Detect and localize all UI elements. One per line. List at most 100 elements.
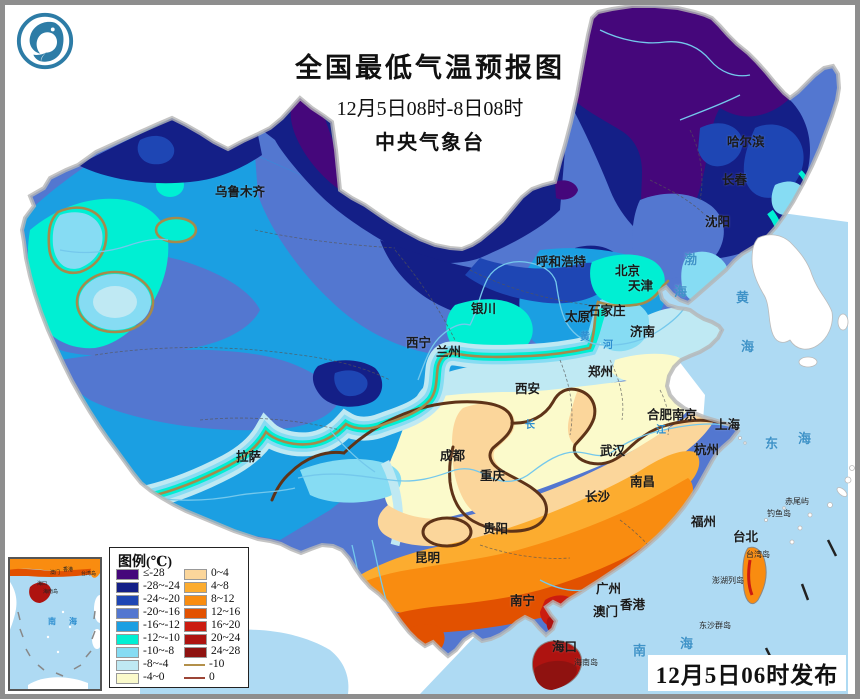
- legend-swatch: [184, 581, 207, 593]
- city-label: 海口: [552, 640, 578, 654]
- city-label: 天津: [628, 279, 654, 293]
- legend-label: -28~-24: [143, 580, 180, 593]
- inset-label-taiwan: 台湾岛: [81, 572, 97, 577]
- city-label: 成都: [440, 449, 466, 463]
- legend-swatch: [116, 659, 139, 671]
- rivers: [59, 29, 751, 619]
- city-label: 北京: [615, 264, 641, 278]
- city-label: 郑州: [588, 365, 614, 379]
- city-label: 西安: [515, 382, 541, 396]
- city-label: 太原: [565, 310, 591, 324]
- island-label: 海南岛: [574, 658, 598, 667]
- inset-label-hongkong: 香港: [63, 568, 74, 573]
- city-label: 乌鲁木齐: [215, 185, 266, 199]
- legend-swatch: [116, 633, 139, 645]
- city-label: 重庆: [480, 469, 506, 483]
- sea-label-south-china-sea: 海: [680, 636, 694, 651]
- sea-label-bohai: 海: [674, 284, 688, 299]
- taiwan-island: [742, 546, 767, 605]
- legend-title: 图例(℃): [118, 555, 173, 570]
- inset-label-south-sea: 海: [69, 617, 77, 626]
- legend-contour-line: [184, 677, 205, 679]
- forecast-period: 12月5日08时-8日08时: [336, 98, 524, 120]
- legend-swatch: [184, 620, 207, 632]
- island-label: 赤尾屿: [785, 497, 809, 506]
- river-label-yangtze: 长: [525, 420, 535, 431]
- city-label: 合肥南京: [647, 408, 698, 422]
- legend-swatch: [184, 646, 207, 658]
- city-label: 上海: [715, 418, 741, 432]
- sea-label-yellow-sea: 海: [741, 339, 755, 354]
- island-label: 台湾岛: [746, 550, 770, 559]
- legend-label: -8~-4: [143, 658, 169, 671]
- legend-swatch: [184, 607, 207, 619]
- cma-dragon-logo-icon: [14, 10, 76, 72]
- city-label: 福州: [691, 515, 717, 529]
- city-label: 广州: [596, 582, 622, 596]
- city-label: 长沙: [585, 490, 611, 504]
- legend-label: 20~24: [211, 632, 241, 645]
- issuing-agency: 中央气象台: [375, 132, 485, 154]
- sea-label-south-china-sea: 南: [633, 643, 647, 658]
- inset-frame: [8, 557, 102, 691]
- page-title: 全国最低气温预报图: [295, 53, 565, 83]
- city-label: 呼和浩特: [536, 255, 587, 269]
- legend-swatch: [116, 607, 139, 619]
- legend-label: ≤-28: [143, 567, 165, 580]
- inset-label-haikou: 海口: [37, 582, 48, 587]
- title-block: 全国最低气温预报图 12月5日08时-8日08时 中央气象台: [0, 46, 860, 155]
- city-label: 南宁: [510, 594, 536, 608]
- sea-label-bohai: 渤: [684, 252, 698, 267]
- island-label: 东沙群岛: [699, 621, 731, 630]
- legend-label: 0~4: [211, 567, 229, 580]
- city-label: 南昌: [630, 475, 656, 489]
- inset-label-hainan: 海南岛: [43, 590, 59, 595]
- foreign-land: [738, 234, 855, 545]
- hainan-island: [532, 640, 583, 690]
- legend-label: 12~16: [211, 606, 241, 619]
- city-label: 沈阳: [705, 215, 731, 229]
- legend-swatch: [116, 620, 139, 632]
- city-label: 兰州: [436, 345, 462, 359]
- publish-time-box: 12月5日06时发布: [648, 655, 846, 691]
- legend-swatch: [116, 568, 139, 580]
- province-boundaries: [94, 129, 706, 569]
- city-label: 哈尔滨: [727, 135, 765, 149]
- river-label-yellow-river: 黄: [580, 332, 590, 343]
- legend: 图例(℃) ≤-28 -28~-24 -24~-20 -20~-16 -16~-…: [109, 547, 249, 688]
- legend-label: -24~-20: [143, 593, 180, 606]
- city-label: 银川: [471, 302, 497, 316]
- city-label: 台北: [733, 530, 759, 544]
- south-china-sea-inset: [8, 557, 106, 691]
- city-label: 香港: [620, 598, 646, 612]
- legend-label: -16~-12: [143, 619, 180, 632]
- legend-swatch: [116, 581, 139, 593]
- city-label: 拉萨: [236, 450, 262, 464]
- legend-label: 0: [209, 671, 215, 684]
- legend-contour-line: [184, 664, 205, 666]
- legend-label: 8~12: [211, 593, 235, 606]
- legend-swatch: [184, 568, 207, 580]
- city-label: 贵阳: [483, 522, 509, 536]
- city-label: 石家庄: [588, 304, 626, 318]
- legend-label: -20~-16: [143, 606, 180, 619]
- river-label-yellow-river: 河: [603, 340, 613, 351]
- city-label: 杭州: [694, 443, 720, 457]
- legend-label: -10: [209, 658, 225, 671]
- inset-label-macau: 澳门: [50, 571, 61, 576]
- legend-swatch: [184, 633, 207, 645]
- city-label: 长春: [722, 173, 748, 187]
- legend-label: 16~20: [211, 619, 241, 632]
- legend-label: 24~28: [211, 645, 241, 658]
- legend-label: 4~8: [211, 580, 229, 593]
- legend-swatch: [116, 672, 139, 684]
- legend-label: -12~-10: [143, 632, 180, 645]
- legend-swatch: [116, 646, 139, 658]
- city-label: 昆明: [415, 551, 441, 565]
- sea-label-east-china-sea: 海: [798, 431, 812, 446]
- city-label: 澳门: [593, 605, 619, 619]
- china-border-shadow: [19, 4, 842, 659]
- island-label: 钓鱼岛: [767, 509, 791, 518]
- legend-swatch: [184, 594, 207, 606]
- island-label: 澎湖列岛: [712, 576, 744, 585]
